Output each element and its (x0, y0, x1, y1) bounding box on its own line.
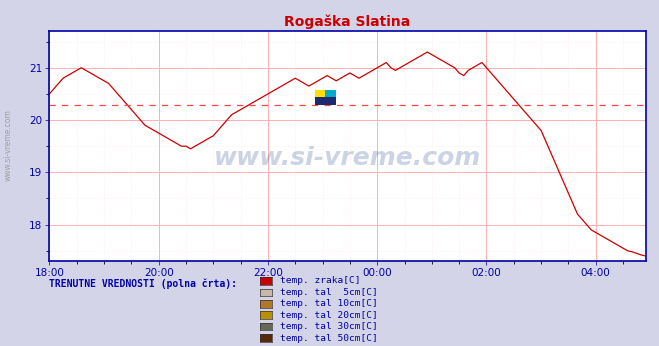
Text: www.si-vreme.com: www.si-vreme.com (214, 146, 481, 170)
Bar (326, 90, 335, 97)
Bar (315, 90, 326, 97)
Bar (315, 97, 326, 105)
Bar (326, 97, 335, 105)
Title: Rogaška Slatina: Rogaška Slatina (285, 14, 411, 29)
Text: TRENUTNE VREDNOSTI (polna črta):: TRENUTNE VREDNOSTI (polna črta): (49, 279, 237, 289)
Text: temp. tal 50cm[C]: temp. tal 50cm[C] (280, 334, 378, 343)
Text: www.si-vreme.com: www.si-vreme.com (4, 109, 13, 181)
Text: temp. zraka[C]: temp. zraka[C] (280, 276, 360, 285)
Text: temp. tal 30cm[C]: temp. tal 30cm[C] (280, 322, 378, 331)
Text: temp. tal 20cm[C]: temp. tal 20cm[C] (280, 311, 378, 320)
Text: temp. tal  5cm[C]: temp. tal 5cm[C] (280, 288, 378, 297)
Text: temp. tal 10cm[C]: temp. tal 10cm[C] (280, 299, 378, 308)
